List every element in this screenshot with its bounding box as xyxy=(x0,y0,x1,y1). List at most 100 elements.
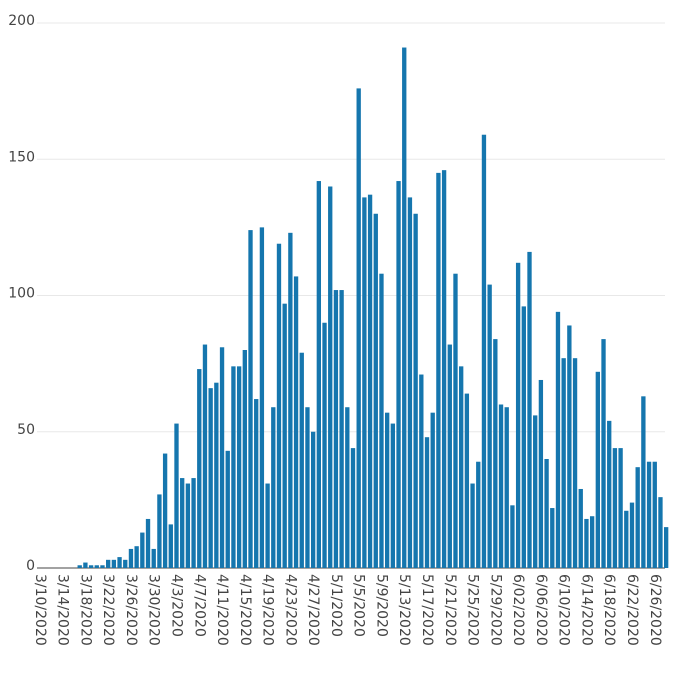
x-tick-label: 4/23/2020 xyxy=(282,574,298,646)
x-tick-label: 3/30/2020 xyxy=(146,574,162,646)
bar xyxy=(470,483,475,568)
bar xyxy=(100,565,105,568)
bar xyxy=(231,366,236,568)
bar xyxy=(106,559,111,568)
bar xyxy=(322,322,327,568)
x-tick-label: 5/13/2020 xyxy=(396,574,412,646)
bar xyxy=(123,559,128,568)
bar xyxy=(396,181,401,569)
bar xyxy=(663,527,669,568)
bar xyxy=(111,559,117,568)
y-tick-label: 200 xyxy=(8,13,35,29)
bar xyxy=(202,344,208,568)
bar xyxy=(180,478,185,568)
bar xyxy=(88,565,94,568)
bar xyxy=(174,423,179,568)
bar xyxy=(607,420,612,568)
bar xyxy=(282,303,287,568)
bar xyxy=(254,399,259,568)
bar xyxy=(413,213,418,568)
bar xyxy=(419,374,424,568)
bar xyxy=(350,448,356,568)
bar xyxy=(584,518,589,568)
bar xyxy=(618,448,623,568)
x-tick-label: 3/18/2020 xyxy=(77,574,93,646)
bar xyxy=(157,494,162,568)
bar xyxy=(476,461,481,568)
bar xyxy=(595,371,600,568)
bar xyxy=(544,459,549,568)
bar xyxy=(612,448,618,568)
x-tick-label: 3/22/2020 xyxy=(100,574,116,646)
bar xyxy=(362,197,367,568)
bar xyxy=(578,488,583,568)
bar xyxy=(356,88,361,569)
bar xyxy=(242,350,247,568)
bar xyxy=(424,437,430,568)
bar xyxy=(197,369,202,568)
bar xyxy=(447,344,452,568)
bar xyxy=(589,516,595,568)
x-tick-label: 3/14/2020 xyxy=(55,574,71,646)
x-tick-label: 5/25/2020 xyxy=(465,574,481,646)
bar xyxy=(430,412,435,568)
bar xyxy=(561,358,566,568)
bar xyxy=(225,450,230,568)
bar xyxy=(453,273,458,568)
bar xyxy=(162,453,168,568)
bar xyxy=(652,461,657,568)
bar xyxy=(333,290,339,568)
bar xyxy=(555,311,561,568)
y-tick-label: 50 xyxy=(17,422,35,438)
bar xyxy=(236,366,242,568)
bar xyxy=(305,407,310,568)
bar xyxy=(208,388,213,568)
bar xyxy=(185,483,191,568)
bar xyxy=(624,510,629,568)
bar xyxy=(134,546,139,568)
x-tick-label: 6/26/2020 xyxy=(647,574,663,646)
x-tick-label: 6/06/2020 xyxy=(533,574,549,646)
bar xyxy=(402,47,407,568)
bar xyxy=(151,548,156,568)
bar xyxy=(550,508,555,568)
bar xyxy=(441,170,447,568)
bar xyxy=(498,404,504,568)
bar xyxy=(117,557,122,568)
bar xyxy=(339,290,344,568)
x-tick-label: 4/11/2020 xyxy=(214,574,230,646)
bar xyxy=(345,407,350,568)
bar xyxy=(572,358,578,568)
x-tick-label: 5/9/2020 xyxy=(373,574,389,637)
x-tick-label: 3/26/2020 xyxy=(123,574,139,646)
bar xyxy=(214,382,219,568)
bar xyxy=(191,478,196,568)
x-tick-label: 5/21/2020 xyxy=(442,574,458,646)
bar xyxy=(276,243,282,568)
bar xyxy=(504,407,509,568)
bar xyxy=(635,467,640,568)
bar xyxy=(379,273,384,568)
bar xyxy=(145,518,151,568)
x-tick-label: 4/7/2020 xyxy=(191,574,207,637)
bar xyxy=(219,347,225,568)
bar xyxy=(641,396,646,568)
x-tick-label: 4/27/2020 xyxy=(305,574,321,646)
x-tick-label: 6/18/2020 xyxy=(601,574,617,646)
bar xyxy=(487,284,492,568)
x-tick-label: 5/5/2020 xyxy=(351,574,367,637)
x-tick-label: 4/15/2020 xyxy=(237,574,253,646)
bar xyxy=(436,172,441,568)
bar xyxy=(658,497,663,568)
bar xyxy=(94,565,99,568)
bar xyxy=(271,407,276,568)
bar xyxy=(265,483,270,568)
bar xyxy=(288,232,293,568)
bar xyxy=(293,276,299,568)
bar xyxy=(493,339,498,568)
bar xyxy=(316,181,322,569)
bar xyxy=(77,565,82,568)
x-tick-label: 4/19/2020 xyxy=(260,574,276,646)
bar xyxy=(527,251,532,568)
x-tick-label: 3/10/2020 xyxy=(32,574,48,646)
